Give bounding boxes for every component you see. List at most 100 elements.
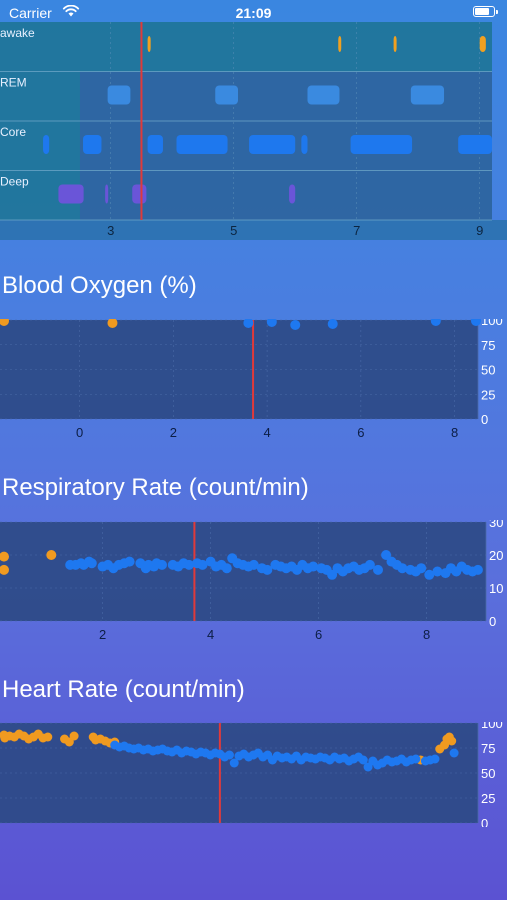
data-point — [224, 750, 234, 760]
data-point — [472, 564, 483, 575]
sleep-segment-rem — [215, 85, 239, 105]
y-tick-label: 0 — [481, 816, 488, 827]
sleep-segment-deep — [289, 184, 296, 204]
data-point — [262, 564, 273, 575]
data-point — [363, 762, 373, 772]
x-tick-label: 0 — [76, 425, 83, 440]
data-point — [430, 315, 441, 326]
data-point — [43, 732, 53, 742]
stage-label: Deep — [0, 175, 29, 189]
respiratory-rate-chart[interactable]: 0 10 20 30 2 4 6 8 — [0, 515, 507, 642]
data-point — [447, 736, 457, 746]
data-point — [0, 564, 9, 575]
stage-label: Core — [0, 125, 26, 139]
x-axis-strip — [0, 220, 507, 240]
respiratory-rate-title: Respiratory Rate (count/min) — [2, 474, 309, 501]
data-point — [0, 315, 9, 326]
data-point — [432, 566, 443, 577]
sleep-stages-plot: awake REM Core Deep 3 5 7 9 — [0, 22, 507, 240]
data-point — [364, 559, 375, 570]
y-tick-label: 25 — [481, 791, 495, 806]
sleep-segment-awake — [393, 36, 397, 52]
blood-oxygen-chart[interactable]: 0 25 50 75 100 0 2 4 6 8 — [0, 313, 507, 441]
y-tick-label: 0 — [481, 412, 488, 427]
y-tick-label: 50 — [481, 363, 495, 378]
data-point — [397, 563, 408, 574]
y-tick-label: 10 — [489, 581, 503, 596]
sleep-segment-core — [43, 135, 50, 154]
data-point — [86, 558, 97, 569]
data-point — [449, 748, 459, 758]
data-point — [308, 561, 319, 572]
sleep-segment-awake — [147, 36, 151, 52]
sleep-segment-core — [350, 135, 413, 154]
data-point — [197, 559, 208, 570]
data-point — [229, 758, 239, 768]
x-tick-label: 5 — [230, 223, 237, 238]
sleep-segment-deep — [58, 184, 84, 204]
data-point — [243, 317, 254, 328]
data-point — [0, 551, 9, 562]
sleep-segment-deep — [132, 184, 147, 204]
sleep-segment-core — [147, 135, 163, 154]
blood-oxygen-plot: 0 25 50 75 100 0 2 4 6 8 — [0, 313, 503, 440]
data-point — [381, 550, 392, 560]
x-tick-label: 6 — [357, 425, 364, 440]
wifi-icon — [62, 5, 80, 17]
x-tick-label: 4 — [207, 627, 214, 642]
y-tick-label: 75 — [481, 741, 495, 756]
heart-rate-chart[interactable]: 0 25 50 75 100 — [0, 716, 507, 831]
y-tick-label: 30 — [489, 520, 503, 530]
stage-label: REM — [0, 76, 27, 90]
data-point — [411, 754, 421, 764]
sleep-segment-core — [176, 135, 228, 154]
data-point — [124, 556, 135, 567]
blood-oxygen-title: Blood Oxygen (%) — [2, 272, 197, 299]
heart-rate-title: Heart Rate (count/min) — [2, 676, 245, 703]
sleep-segment-awake — [338, 36, 342, 52]
sleep-segment-rem — [307, 85, 340, 105]
sleep-segment-core — [249, 135, 296, 154]
sleep-segment-core — [301, 135, 308, 154]
x-tick-label: 6 — [315, 627, 322, 642]
y-tick-label: 75 — [481, 338, 495, 353]
data-point — [430, 754, 440, 764]
data-point — [358, 755, 368, 765]
data-point — [266, 316, 277, 327]
y-tick-label: 100 — [481, 319, 503, 328]
data-point — [69, 731, 79, 741]
x-tick-label: 9 — [476, 223, 483, 238]
x-tick-label: 8 — [451, 425, 458, 440]
plot-background — [0, 723, 478, 823]
heart-rate-plot: 0 25 50 75 100 — [0, 716, 503, 831]
sleep-segment-awake — [479, 36, 486, 52]
data-point — [221, 563, 232, 574]
data-point — [46, 550, 57, 560]
clock-time: 21:09 — [235, 5, 272, 21]
battery-icon — [473, 6, 498, 17]
respiratory-rate-plot: 0 10 20 30 2 4 6 8 — [0, 515, 503, 642]
data-point — [327, 318, 338, 329]
data-point — [373, 564, 383, 575]
data-point — [290, 319, 301, 330]
stage-label: awake — [0, 26, 35, 40]
data-point — [248, 559, 259, 570]
x-tick-label: 7 — [353, 223, 360, 238]
sleep-segment-core — [83, 135, 102, 154]
x-tick-label: 4 — [264, 425, 271, 440]
sleep-segment-rem — [107, 85, 131, 105]
sleep-stages-chart[interactable]: awake REM Core Deep 3 5 7 9 — [0, 22, 507, 240]
x-tick-label: 2 — [99, 627, 106, 642]
x-tick-label: 2 — [170, 425, 177, 440]
sleep-segment-core — [458, 135, 492, 154]
sleep-segment-rem — [410, 85, 445, 105]
y-tick-label: 25 — [481, 387, 495, 402]
data-point — [107, 317, 118, 328]
sleep-segment-deep — [105, 184, 109, 204]
y-tick-label: 50 — [481, 766, 495, 781]
data-point — [327, 569, 338, 580]
data-point — [184, 559, 194, 570]
y-tick-label: 0 — [489, 614, 496, 629]
carrier-label: Carrier — [9, 5, 52, 21]
data-point — [416, 563, 427, 574]
